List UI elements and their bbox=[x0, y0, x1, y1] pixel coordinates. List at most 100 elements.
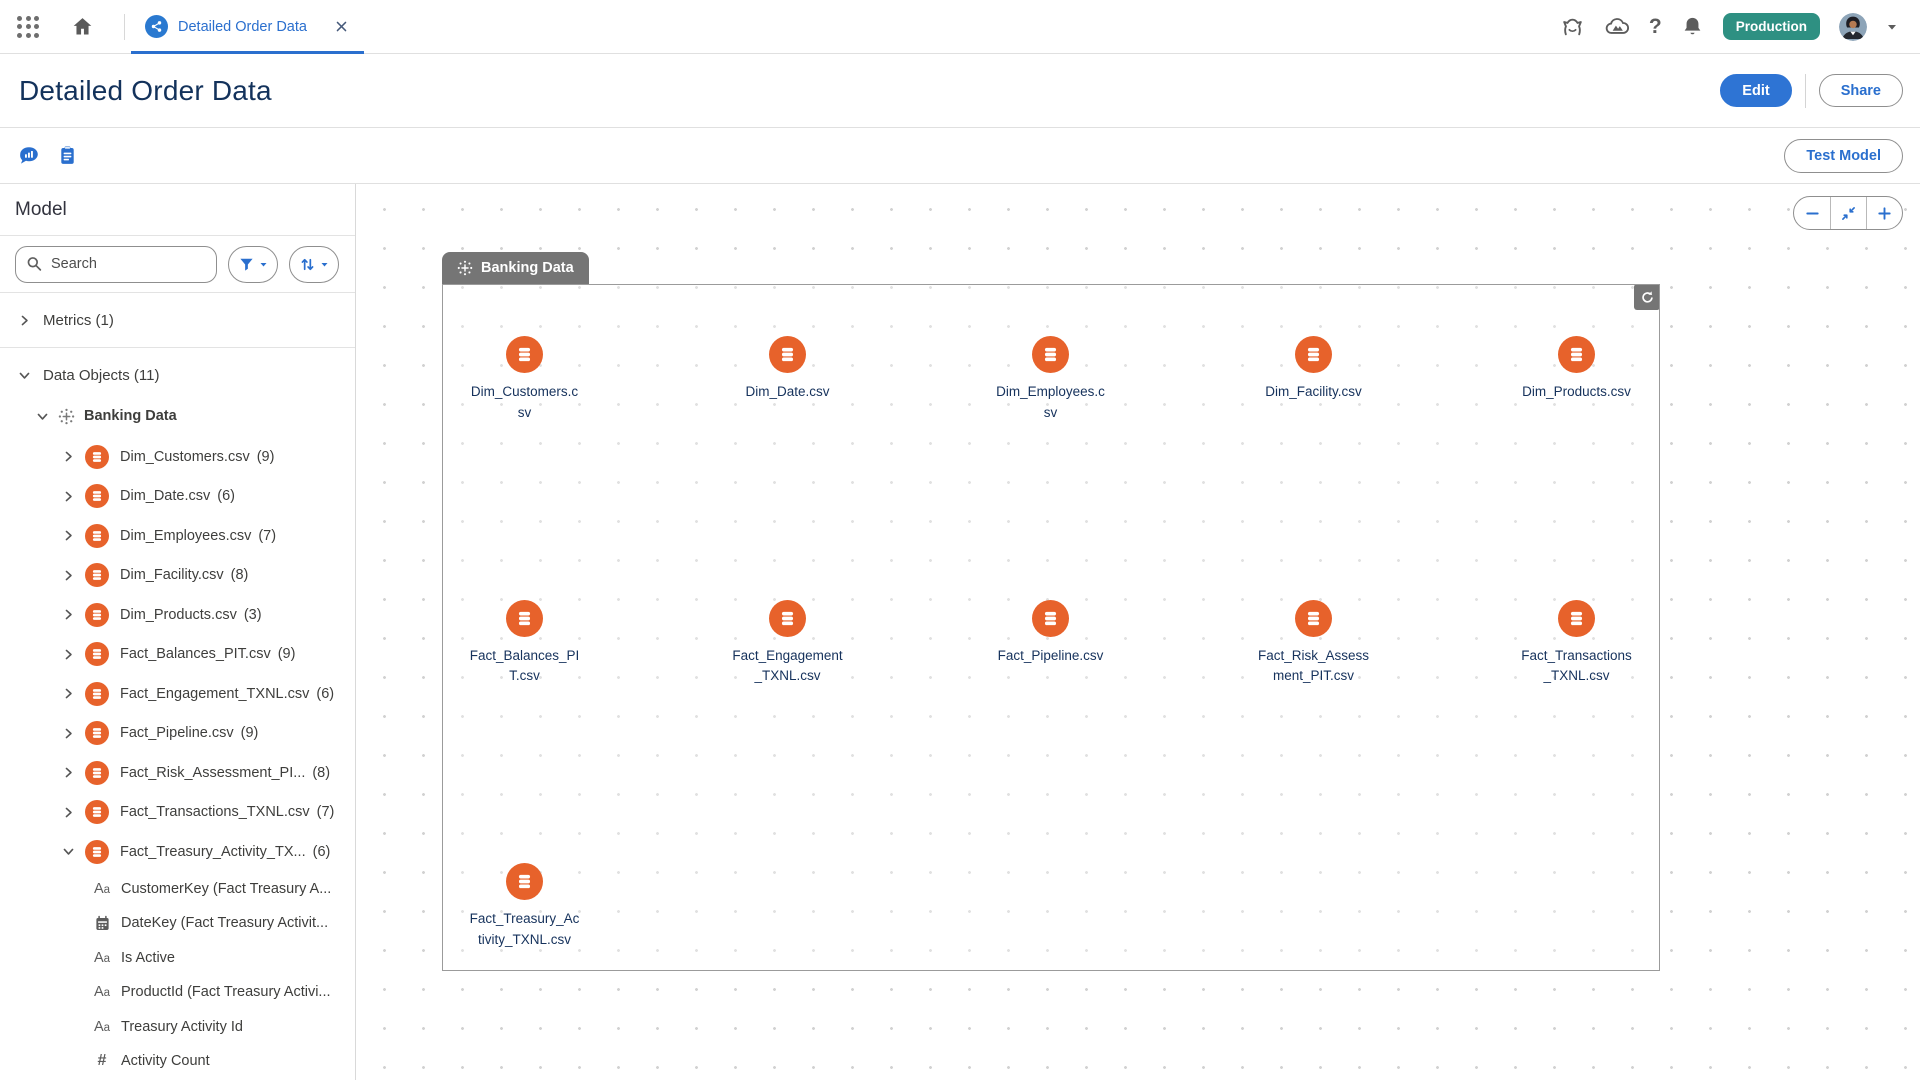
chevron-down-icon[interactable] bbox=[36, 410, 49, 423]
page-actions: Edit Share bbox=[1720, 73, 1903, 108]
sort-button[interactable] bbox=[289, 245, 339, 283]
search-row bbox=[0, 236, 355, 293]
canvas-node[interactable]: Fact_Pipeline.csv bbox=[919, 549, 1182, 813]
refresh-icon[interactable] bbox=[1634, 285, 1659, 310]
data-object-icon bbox=[85, 602, 109, 627]
chevron-down-icon[interactable] bbox=[62, 845, 75, 858]
canvas-node[interactable]: Dim_Date.csv bbox=[656, 285, 919, 549]
data-object-icon bbox=[85, 563, 109, 588]
tree-section-metrics[interactable]: Metrics (1) bbox=[0, 293, 355, 348]
zoom-to-fit-button[interactable] bbox=[1830, 197, 1866, 229]
tree-item-label: Fact_Risk_Assessment_PI... bbox=[120, 764, 306, 781]
data-object-icon bbox=[1558, 336, 1595, 373]
tree-item-fact-engagement[interactable]: Fact_Engagement_TXNL.csv (6) bbox=[0, 674, 355, 714]
data-object-icon bbox=[1032, 599, 1069, 637]
sort-arrows-icon bbox=[299, 256, 316, 273]
share-button[interactable]: Share bbox=[1818, 74, 1903, 107]
tab-detailed-order-data[interactable]: Detailed Order Data bbox=[131, 0, 364, 54]
canvas-node[interactable]: Dim_Products.csv bbox=[1445, 285, 1659, 549]
chevron-right-icon[interactable] bbox=[62, 727, 75, 740]
tree-item-dim-employees[interactable]: Dim_Employees.csv (7) bbox=[0, 516, 355, 556]
close-icon[interactable] bbox=[335, 20, 348, 33]
canvas-node[interactable]: Fact_Balances_PIT.csv bbox=[443, 549, 656, 813]
chevron-right-icon[interactable] bbox=[62, 766, 75, 779]
data-object-icon bbox=[506, 599, 543, 637]
chevron-right-icon[interactable] bbox=[62, 450, 75, 463]
zoom-out-button[interactable] bbox=[1794, 197, 1830, 229]
canvas-node[interactable]: Dim_Customers.csv bbox=[443, 285, 656, 549]
tree-item-fact-risk-assessment[interactable]: Fact_Risk_Assessment_PI... (8) bbox=[0, 753, 355, 793]
chevron-down-icon[interactable] bbox=[18, 369, 31, 382]
tree-item-count: (7) bbox=[316, 804, 335, 821]
tree-item-dim-customers[interactable]: Dim_Customers.csv (9) bbox=[0, 437, 355, 477]
conversation-insights-icon[interactable] bbox=[18, 145, 40, 167]
data-object-icon bbox=[85, 484, 109, 509]
model-canvas[interactable]: Banking Data Dim_Customers.csv Dim_Date.… bbox=[356, 184, 1920, 1080]
tree-field-datekey[interactable]: DateKey (Fact Treasury Activit... bbox=[0, 906, 355, 941]
notifications-bell-icon[interactable] bbox=[1681, 15, 1704, 38]
tree-item-fact-treasury-activity[interactable]: Fact_Treasury_Activity_TX... (6) bbox=[0, 832, 355, 872]
tree-item-count: (6) bbox=[312, 843, 331, 860]
canvas-node[interactable]: Fact_Treasury_Activity_TXNL.csv bbox=[443, 812, 656, 970]
chevron-down-icon[interactable] bbox=[1886, 21, 1898, 33]
canvas-node[interactable]: Fact_Transactions_TXNL.csv bbox=[1445, 549, 1659, 813]
app-launcher-icon[interactable] bbox=[17, 15, 39, 38]
tree-item-count: (9) bbox=[256, 448, 275, 465]
chevron-right-icon[interactable] bbox=[62, 806, 75, 819]
tree-item-fact-pipeline[interactable]: Fact_Pipeline.csv (9) bbox=[0, 714, 355, 754]
clipboard-icon[interactable] bbox=[57, 145, 78, 166]
chevron-right-icon[interactable] bbox=[62, 648, 75, 661]
header-divider bbox=[124, 13, 125, 40]
group-container[interactable]: Dim_Customers.csv Dim_Date.csv Dim_Emplo… bbox=[442, 284, 1660, 971]
tree-item-dim-products[interactable]: Dim_Products.csv (3) bbox=[0, 595, 355, 635]
tree-item-dim-date[interactable]: Dim_Date.csv (6) bbox=[0, 477, 355, 517]
tree-section-data-objects[interactable]: Data Objects (11) bbox=[0, 355, 355, 395]
tree-item-count: (8) bbox=[230, 567, 249, 584]
edit-button[interactable]: Edit bbox=[1720, 74, 1792, 107]
number-type-icon: # bbox=[97, 1052, 107, 1070]
tree-item-dim-facility[interactable]: Dim_Facility.csv (8) bbox=[0, 556, 355, 596]
tree-item-count: (9) bbox=[277, 646, 296, 663]
chevron-right-icon[interactable] bbox=[62, 687, 75, 700]
actions-divider bbox=[1804, 73, 1806, 108]
trailhead-cloud-icon[interactable] bbox=[1604, 14, 1630, 40]
help-icon[interactable]: ? bbox=[1648, 15, 1662, 38]
group-header-banking-data[interactable]: Banking Data bbox=[442, 252, 589, 284]
filter-button[interactable] bbox=[228, 245, 278, 283]
chevron-right-icon[interactable] bbox=[62, 569, 75, 582]
tree-item-fact-balances[interactable]: Fact_Balances_PIT.csv (9) bbox=[0, 635, 355, 675]
chevron-right-icon[interactable] bbox=[62, 608, 75, 621]
tree-field-activity-count[interactable]: # Activity Count bbox=[0, 1044, 355, 1079]
data-objects-label: Data Objects (11) bbox=[43, 366, 160, 384]
chevron-right-icon[interactable] bbox=[62, 490, 75, 503]
home-icon[interactable] bbox=[71, 15, 94, 38]
environment-badge[interactable]: Production bbox=[1722, 13, 1820, 40]
canvas-node[interactable]: Dim_Facility.csv bbox=[1182, 285, 1445, 549]
canvas-node-label: Fact_Pipeline.csv bbox=[997, 647, 1104, 663]
data-object-icon bbox=[85, 839, 109, 864]
avatar[interactable] bbox=[1839, 12, 1867, 41]
canvas-node-label: Dim_Products.csv bbox=[1522, 384, 1631, 399]
canvas-node[interactable]: Fact_Engagement_TXNL.csv bbox=[656, 549, 919, 813]
chevron-right-icon[interactable] bbox=[18, 314, 31, 327]
canvas-node[interactable]: Fact_Risk_Assessment_PIT.csv bbox=[1182, 549, 1445, 813]
search-input[interactable] bbox=[15, 245, 217, 283]
panel-title: Model bbox=[0, 184, 355, 236]
tree-item-label: Dim_Facility.csv bbox=[120, 567, 224, 584]
tree-group-banking-data[interactable]: Banking Data bbox=[0, 395, 355, 437]
zoom-in-button[interactable] bbox=[1866, 197, 1902, 229]
tree-item-label: Fact_Balances_PIT.csv bbox=[120, 646, 271, 663]
tree-item-fact-transactions[interactable]: Fact_Transactions_TXNL.csv (7) bbox=[0, 793, 355, 833]
canvas-node[interactable]: Dim_Employees.csv bbox=[919, 285, 1182, 549]
einstein-icon[interactable] bbox=[1560, 14, 1585, 39]
test-model-button[interactable]: Test Model bbox=[1784, 138, 1903, 173]
model-panel: Model Metrics (1) Data Objects (11) bbox=[0, 184, 356, 1080]
field-label: Is Active bbox=[121, 949, 175, 966]
chevron-right-icon[interactable] bbox=[62, 529, 75, 542]
